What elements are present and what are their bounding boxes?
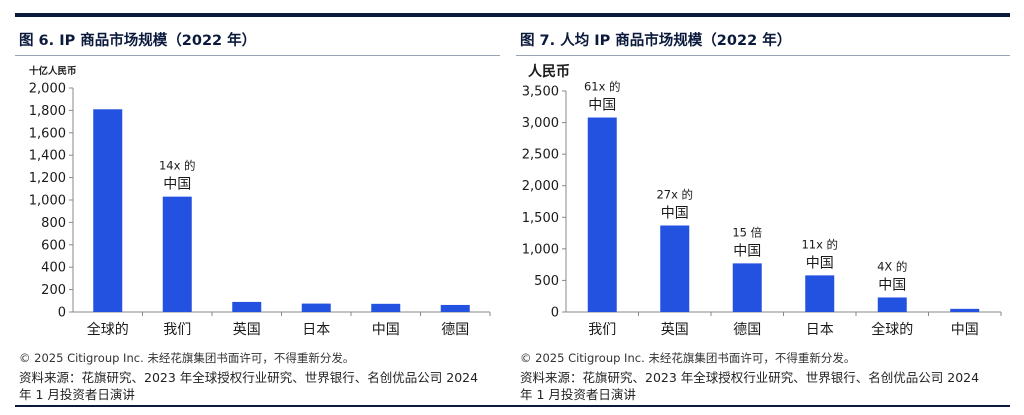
bar-annotation: 15 倍 — [732, 225, 762, 239]
figure-7-chart: 人民币 0 500 1,000 1,500 2,000 2,500 3,000 3,500 我们 英… — [522, 63, 1002, 338]
bar-annotation: 中国 — [733, 243, 761, 259]
bar-annotation: 4X 的 — [877, 259, 907, 273]
bottom-rule — [15, 405, 1010, 407]
title-divider — [15, 55, 500, 56]
bar-annotation: 61x 的 — [584, 80, 621, 94]
bar-annotation: 中国 — [661, 205, 689, 221]
bar-4 — [805, 275, 835, 312]
bar-3 — [232, 301, 262, 312]
y-tick-label: 800 — [41, 216, 66, 231]
copyright-note: © 2025 Citigroup Inc. 未经花旗集团书面许可，不得重新分发。 — [520, 351, 856, 365]
x-category-label: 全球的 — [87, 321, 129, 338]
y-tick-label: 400 — [41, 261, 66, 276]
title-divider — [516, 55, 1010, 56]
y-axis-unit-label: 人民币 — [528, 63, 570, 80]
x-category-label: 中国 — [372, 322, 400, 338]
bar-annotation: 中国 — [588, 98, 616, 114]
bar-6 — [950, 308, 980, 312]
bar-annotation: 27x 的 — [656, 187, 693, 201]
y-tick-label: 1,400 — [29, 149, 66, 164]
bar-5 — [371, 303, 401, 312]
bar-6 — [440, 304, 470, 312]
top-rule — [15, 13, 1010, 17]
bar-4 — [301, 303, 331, 312]
x-category-label: 全球的 — [871, 321, 913, 338]
y-tick-label: 3,500 — [522, 85, 559, 100]
y-axis-unit-label: 十亿人民币 — [29, 65, 77, 77]
x-category-label: 德国 — [733, 322, 761, 338]
bar-annotation: 中国 — [878, 277, 906, 293]
x-category-label: 我们 — [163, 322, 191, 338]
bar-annotation: 14x 的 — [159, 159, 196, 173]
x-category-label: 我们 — [588, 322, 616, 338]
bar-3 — [732, 263, 762, 312]
bar-2 — [660, 225, 690, 312]
y-tick-label: 0 — [58, 306, 66, 321]
y-tick-label: 1,200 — [29, 171, 66, 186]
y-tick-label: 500 — [534, 274, 559, 289]
y-tick-label: 2,000 — [29, 82, 66, 97]
y-tick-label: 200 — [41, 283, 66, 298]
y-tick-label: 1,000 — [29, 194, 66, 209]
copyright-note: © 2025 Citigroup Inc. 未经花旗集团书面许可，不得重新分发。 — [19, 351, 355, 365]
x-category-label: 日本 — [302, 322, 330, 338]
source-note: 资料来源：花旗研究、2023 年全球授权行业研究、世界银行、名创优品公司 202… — [19, 370, 479, 402]
y-tick-label: 1,000 — [522, 242, 559, 257]
bar-5 — [877, 297, 907, 312]
figure-6-chart: 十亿人民币 0 200 400 600 800 1,000 1,200 1,400 1,600 1,… — [29, 65, 491, 338]
bar-annotation: 11x 的 — [801, 237, 838, 251]
x-category-label: 英国 — [233, 321, 261, 338]
figure-6-title: 图 6. IP 商品市场规模（2022 年） — [19, 33, 257, 49]
y-tick-label: 1,800 — [29, 104, 66, 119]
bar-2 — [162, 196, 192, 312]
y-tick-label: 2,000 — [522, 179, 559, 194]
x-category-label: 日本 — [806, 322, 834, 338]
figure-7-title: 图 7. 人均 IP 商品市场规模（2022 年） — [520, 33, 792, 49]
x-category-label: 德国 — [441, 322, 469, 338]
bar-1 — [587, 117, 617, 312]
y-tick-label: 1,600 — [29, 126, 66, 141]
x-category-label: 中国 — [951, 322, 979, 338]
bar-1 — [93, 109, 123, 312]
bar-annotation: 中国 — [806, 255, 834, 271]
y-tick-label: 0 — [551, 306, 559, 321]
y-tick-label: 2,500 — [522, 148, 559, 163]
source-note: 资料来源：花旗研究、2023 年全球授权行业研究、世界银行、名创优品公司 202… — [520, 370, 980, 402]
y-tick-label: 1,500 — [522, 211, 559, 226]
y-tick-label: 600 — [41, 238, 66, 253]
y-tick-label: 3,000 — [522, 116, 559, 131]
x-category-label: 英国 — [661, 321, 689, 338]
bar-annotation: 中国 — [163, 177, 191, 193]
